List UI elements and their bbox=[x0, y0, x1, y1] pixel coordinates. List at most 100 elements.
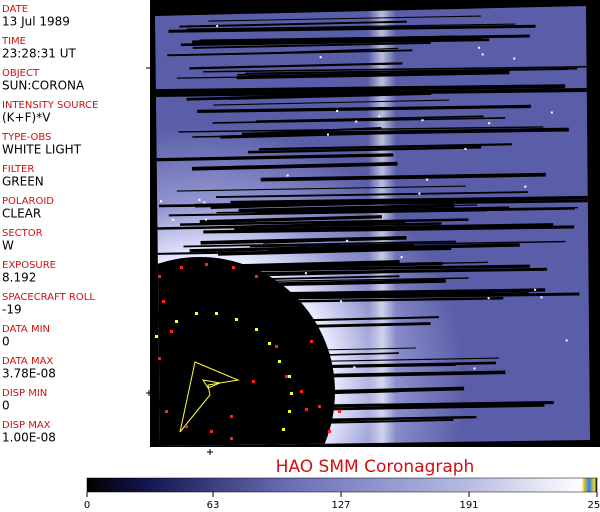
marker bbox=[158, 357, 161, 360]
marker bbox=[252, 380, 255, 383]
scan-gap bbox=[264, 126, 382, 135]
scan-gap bbox=[189, 62, 403, 70]
star bbox=[524, 185, 527, 188]
star bbox=[378, 115, 381, 118]
marker bbox=[268, 342, 271, 345]
scan-gap bbox=[155, 153, 394, 162]
star bbox=[286, 174, 289, 177]
marker bbox=[338, 410, 341, 413]
scan-gap bbox=[229, 261, 489, 268]
scan-gap bbox=[203, 225, 575, 234]
marker bbox=[255, 328, 258, 331]
scan-gap bbox=[249, 240, 566, 248]
scan-gap bbox=[197, 104, 531, 113]
marker bbox=[230, 437, 233, 440]
scan-gap bbox=[216, 206, 579, 214]
scan-gap bbox=[199, 215, 382, 224]
marker bbox=[210, 430, 213, 433]
scan-gap bbox=[236, 70, 510, 80]
scan-gap bbox=[187, 23, 516, 30]
star bbox=[426, 178, 429, 181]
marker bbox=[305, 408, 308, 411]
star bbox=[481, 53, 484, 56]
marker bbox=[215, 312, 218, 315]
star bbox=[565, 339, 568, 342]
field-label: DISP MAX bbox=[2, 420, 51, 431]
marker bbox=[255, 275, 258, 278]
tick-label: 191 bbox=[459, 500, 478, 511]
scan-gap bbox=[216, 191, 528, 199]
star bbox=[160, 200, 163, 203]
marker bbox=[278, 360, 281, 363]
field-value: WHITE LIGHT bbox=[2, 143, 82, 157]
scan-gap bbox=[168, 24, 536, 33]
star bbox=[488, 122, 491, 125]
pylon-outline bbox=[179, 361, 240, 433]
star bbox=[198, 198, 201, 201]
star bbox=[216, 25, 219, 28]
field-value: CLEAR bbox=[2, 207, 41, 221]
marker bbox=[195, 312, 198, 315]
star bbox=[550, 111, 553, 114]
star bbox=[513, 57, 516, 60]
star bbox=[400, 256, 403, 259]
colorbar-axis: 0 63 127 191 255 bbox=[84, 492, 600, 511]
scan-gap bbox=[268, 243, 520, 252]
scan-gap bbox=[228, 91, 432, 100]
marker bbox=[288, 410, 291, 413]
field-label: EXPOSURE bbox=[2, 260, 56, 271]
scan-gap bbox=[263, 236, 400, 244]
field-label: SPACECRAFT ROLL bbox=[2, 292, 95, 303]
scan-gap bbox=[156, 222, 442, 230]
marker bbox=[165, 410, 168, 413]
field-label: INTENSITY SOURCE bbox=[2, 100, 98, 111]
marker bbox=[282, 428, 285, 431]
field-value: 0 bbox=[2, 335, 10, 349]
marker bbox=[158, 275, 161, 278]
occulter bbox=[155, 257, 335, 446]
star bbox=[346, 239, 349, 242]
field-value: W bbox=[2, 239, 14, 253]
title: HAO SMM Coronagraph bbox=[276, 457, 475, 477]
scan-gap bbox=[192, 41, 431, 49]
field-value: 23:28:31 UT bbox=[2, 47, 76, 61]
star bbox=[355, 120, 358, 123]
marker bbox=[180, 266, 183, 269]
field-label: OBJECT bbox=[2, 68, 40, 79]
star bbox=[326, 133, 329, 136]
scan-gap bbox=[256, 115, 484, 123]
marker bbox=[155, 335, 158, 338]
scan-gap bbox=[155, 84, 566, 94]
tick-label: 127 bbox=[331, 500, 350, 511]
colorbar bbox=[86, 477, 598, 493]
marker bbox=[170, 330, 173, 333]
marker bbox=[318, 405, 321, 408]
field-label: TYPE-OBS bbox=[1, 132, 51, 143]
axis-marks bbox=[146, 67, 213, 455]
marker bbox=[328, 430, 331, 433]
field-value: 13 Jul 1989 bbox=[2, 15, 70, 29]
field-value: 1.00E-08 bbox=[2, 431, 56, 445]
star bbox=[487, 297, 490, 300]
overlay bbox=[155, 263, 341, 440]
scan-gap bbox=[220, 130, 410, 139]
star bbox=[421, 119, 424, 122]
star bbox=[340, 300, 343, 303]
field-value: (K+F)*V bbox=[2, 111, 51, 125]
star bbox=[336, 109, 339, 112]
star bbox=[203, 201, 206, 204]
star bbox=[473, 367, 476, 370]
star bbox=[353, 366, 356, 369]
scan-gap bbox=[167, 49, 413, 57]
marker bbox=[290, 392, 293, 395]
scan-gap bbox=[180, 218, 469, 226]
field-label: FILTER bbox=[2, 164, 34, 175]
star bbox=[304, 272, 307, 275]
marker bbox=[285, 375, 288, 378]
field-label: DISP MIN bbox=[2, 388, 47, 399]
field-value: -19 bbox=[2, 303, 22, 317]
field-label: DATA MIN bbox=[2, 324, 50, 335]
star bbox=[540, 296, 543, 299]
